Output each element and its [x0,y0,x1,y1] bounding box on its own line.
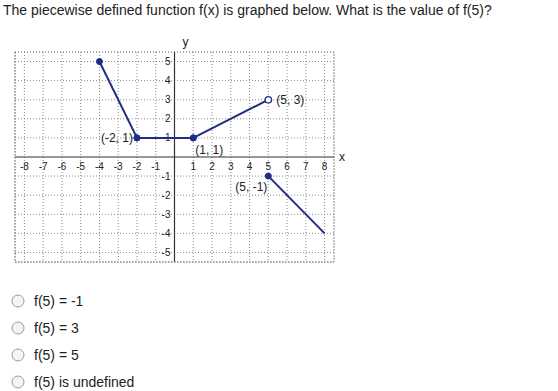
html-text:f(5) = -1: f(5) = -1 [34,293,84,309]
svg-text:6: 6 [284,161,290,172]
svg-text:(1, 1): (1, 1) [195,143,223,157]
html-text:The piecewise defined function: The piecewise defined function f(x) is g… [3,2,492,18]
svg-text:1: 1 [190,161,196,172]
svg-text:5: 5 [165,56,171,67]
svg-text:7: 7 [303,161,309,172]
svg-text:2: 2 [165,113,171,124]
svg-text:-8: -8 [20,161,29,172]
svg-text:-6: -6 [57,161,66,172]
html-text:f(5) is undefined: f(5) is undefined [34,374,135,390]
svg-text:4: 4 [247,161,253,172]
html-text:f(5) = 5: f(5) = 5 [34,347,79,363]
svg-text:-5: -5 [76,161,85,172]
svg-text:(5, 3): (5, 3) [276,93,304,107]
svg-text:-2: -2 [162,190,171,201]
svg-text:-4: -4 [162,228,171,239]
svg-text:x: x [339,150,345,164]
svg-text:y: y [183,35,189,49]
svg-text:2: 2 [209,161,215,172]
svg-text:(-2, 1): (-2, 1) [101,131,133,145]
html-text:f(5) = 3: f(5) = 3 [34,320,79,336]
svg-text:-1: -1 [162,171,171,182]
svg-text:-3: -3 [114,161,123,172]
svg-text:-7: -7 [39,161,48,172]
svg-text:3: 3 [228,161,234,172]
svg-text:-1: -1 [151,161,160,172]
svg-text:4: 4 [165,75,171,86]
svg-text:-2: -2 [133,161,142,172]
svg-text:8: 8 [322,161,328,172]
svg-text:3: 3 [165,94,171,105]
svg-text:(5, -1): (5, -1) [235,180,267,194]
svg-text:5: 5 [266,161,272,172]
svg-text:-4: -4 [95,161,104,172]
svg-text:-3: -3 [162,209,171,220]
svg-text:-5: -5 [162,247,171,258]
svg-text:1: 1 [165,132,171,143]
